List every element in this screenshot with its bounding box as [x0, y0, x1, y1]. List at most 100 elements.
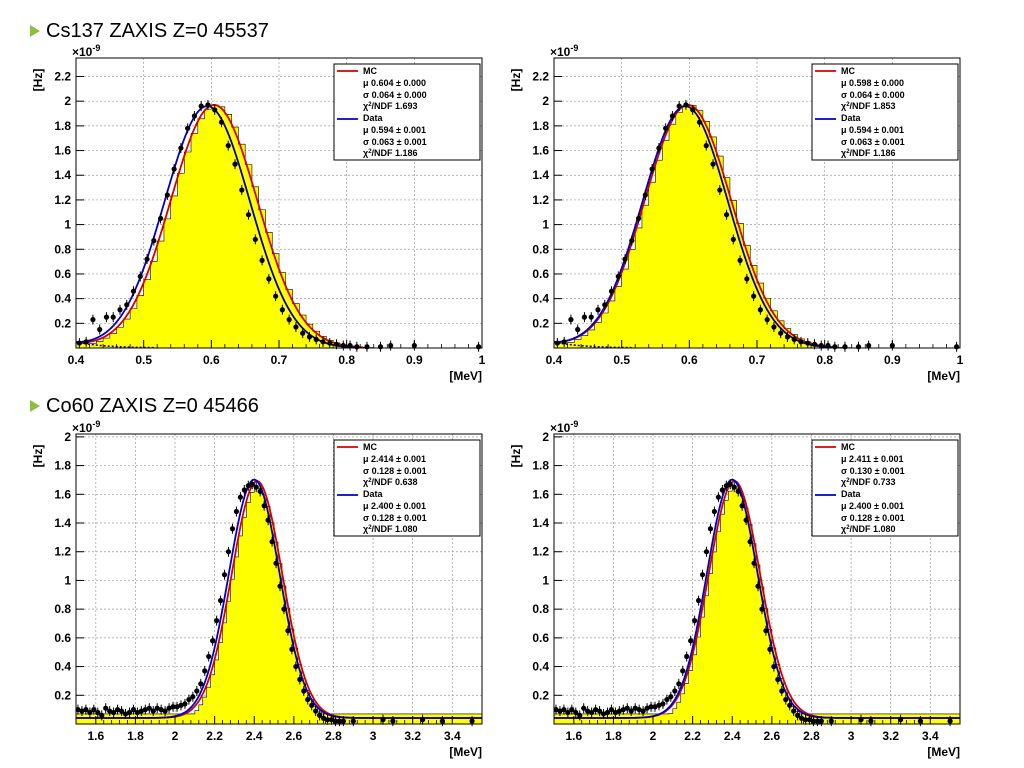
data-point: [855, 344, 862, 350]
data-point: [669, 113, 676, 119]
y-tick-label: 0.6: [54, 631, 71, 645]
data-point: [751, 560, 757, 566]
data-point: [798, 715, 805, 721]
y-tick-label: 1.8: [532, 119, 549, 133]
data-point: [791, 708, 797, 714]
data-point: [214, 618, 220, 624]
data-point: [719, 487, 725, 493]
data-point: [279, 307, 285, 313]
y-axis-label: [Hz]: [31, 445, 45, 468]
legend-mc-mu: μ 2.411 ± 0.001: [841, 454, 904, 464]
data-point: [711, 508, 718, 515]
data-point: [636, 707, 642, 713]
data-point: [212, 107, 218, 113]
data-point: [154, 705, 160, 711]
data-point: [707, 526, 714, 532]
data-point: [832, 344, 838, 350]
data-point: [232, 161, 238, 167]
data-point: [569, 707, 575, 713]
data-point: [573, 709, 579, 716]
data-point: [249, 481, 255, 487]
legend-box: [333, 63, 481, 161]
data-point: [688, 638, 694, 644]
data-point: [644, 705, 650, 711]
y-tick-label: 1.8: [54, 119, 71, 133]
x-tick-label: 1.8: [127, 729, 144, 743]
data-point: [727, 481, 733, 487]
data-point: [814, 718, 821, 724]
data-point: [622, 256, 628, 262]
data-point: [103, 314, 110, 320]
data-point: [110, 314, 116, 320]
x-tick-label: 2.4: [246, 729, 263, 743]
y-tick-label: 1.6: [532, 487, 549, 501]
x-tick-label: 1.6: [565, 729, 582, 743]
data-point: [164, 192, 170, 198]
y-tick-label: 0.8: [532, 602, 549, 616]
data-point: [336, 718, 343, 724]
section-title-text: Co60 ZAXIS Z=0 45466: [46, 394, 259, 417]
data-point: [656, 145, 662, 151]
data-point: [710, 161, 716, 167]
data-point: [866, 342, 872, 349]
axis-exponent: ×10-9: [550, 420, 578, 435]
x-tick-label: 0.4: [68, 353, 85, 367]
y-tick-label: 0.4: [532, 660, 549, 674]
axis-exponent-power: -9: [570, 44, 578, 53]
legend-data-chi2: χ2/NDF 1.186: [363, 148, 418, 158]
data-point: [305, 696, 311, 703]
y-tick-label: 1.4: [532, 516, 549, 530]
data-point: [286, 317, 292, 323]
chart-svg: 0.4 0.5 0.6 0.7 0.8 0.9 1 0.2 0.4 0.6 0.8 1 1.2 1.4 1.…: [31, 44, 486, 383]
fit-curve-data: [554, 478, 960, 719]
data-point: [663, 125, 669, 131]
data-point: [581, 314, 588, 320]
y-tick-label: 0.8: [54, 602, 71, 616]
y-tick-label: 1.6: [54, 144, 71, 158]
data-point: [340, 718, 346, 724]
data-point: [648, 704, 654, 710]
plot-frame: [75, 433, 483, 725]
data-point: [157, 215, 164, 222]
x-tick-label: 2.2: [684, 729, 701, 743]
x-tick-label: 0.9: [406, 353, 423, 367]
data-point: [261, 503, 267, 509]
axis-exponent: ×10-9: [550, 44, 578, 59]
x-tick-label: 0.7: [271, 353, 288, 367]
data-point: [680, 668, 686, 674]
data-point: [285, 628, 291, 634]
data-point: [703, 143, 709, 149]
data-point: [309, 702, 315, 708]
data-point: [561, 707, 567, 713]
data-point: [602, 302, 608, 308]
x-tick-label: 0.5: [135, 353, 152, 367]
y-tick-label: 2.2: [54, 70, 71, 84]
y-tick-label: 0.2: [532, 688, 549, 702]
y-tick-label: 0.6: [54, 267, 71, 281]
data-point: [629, 238, 635, 244]
x-tick-label: 3.4: [444, 729, 461, 743]
data-point: [198, 681, 204, 687]
x-tick-label: 3.2: [882, 729, 899, 743]
data-point: [126, 709, 133, 716]
x-tick-label: 3: [370, 729, 377, 743]
data-point: [76, 340, 82, 346]
y-tick-label: 0.2: [54, 316, 71, 330]
data-point: [805, 340, 811, 346]
data-point: [218, 119, 225, 125]
background-curve: [75, 341, 155, 349]
x-tick-label: 2.2: [206, 729, 223, 743]
legend-data-sigma: σ 0.128 ± 0.001: [363, 513, 427, 523]
y-axis-label: [Hz]: [509, 445, 523, 468]
data-point: [273, 293, 279, 299]
data-point: [561, 339, 567, 345]
x-tick-label: 2: [172, 729, 179, 743]
legend-mc-label: MC: [841, 66, 855, 76]
legend-box: [811, 439, 959, 537]
data-point: [739, 503, 745, 509]
data-point: [628, 708, 634, 714]
legend-data-sigma: σ 0.063 ± 0.001: [363, 137, 427, 147]
data-point: [802, 717, 809, 723]
y-tick-label: 0.4: [54, 660, 71, 674]
x-axis-label: [MeV]: [927, 745, 960, 759]
